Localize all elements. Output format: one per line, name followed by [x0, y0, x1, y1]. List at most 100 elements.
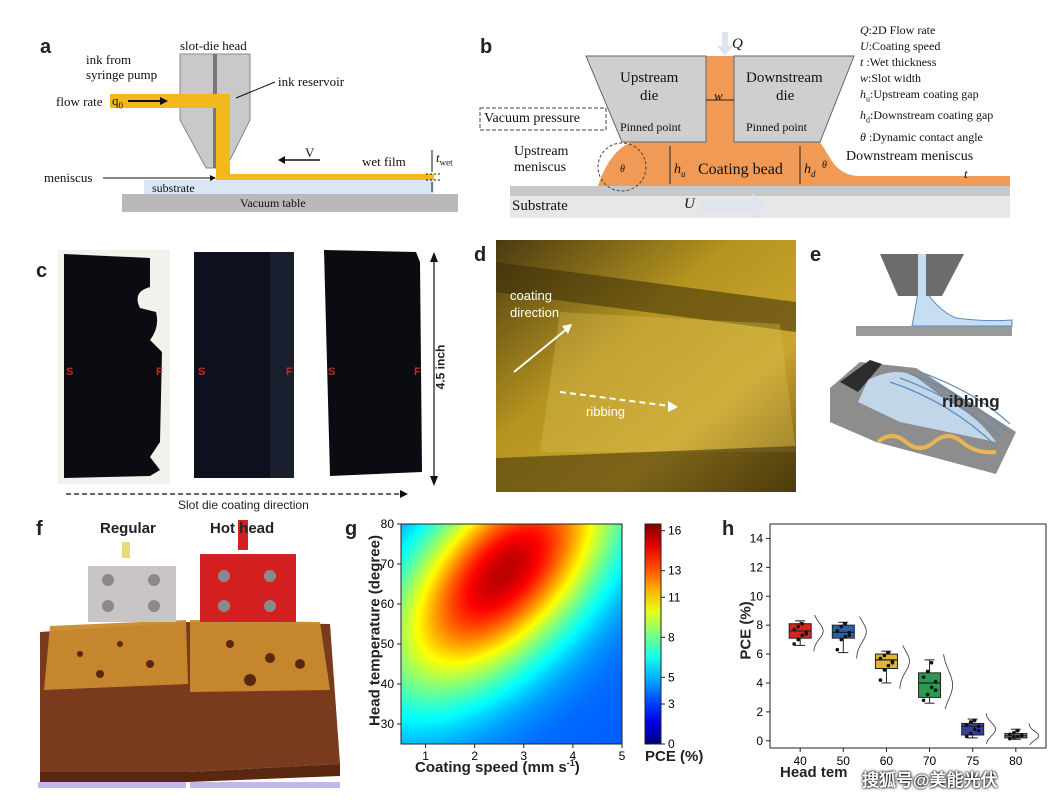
label-syringe-pump: syringe pump: [86, 67, 158, 82]
boxplot-density: [856, 616, 867, 659]
boxplot-point: [882, 668, 887, 672]
coating-bead: [598, 142, 1010, 186]
boxplot-ytick-label: 2: [756, 705, 763, 719]
boxplot-ytick-label: 14: [750, 531, 764, 545]
heatmap-xtick-label: 4: [570, 749, 577, 763]
substrate-layer: [144, 180, 434, 194]
boxplot-box: [918, 672, 942, 698]
boxplot-point: [1008, 736, 1012, 741]
heatmap-ylabel: Head temperature (degree): [366, 535, 384, 726]
legend-list: Q:2D Flow rate U:Coating speed t :Wet th…: [860, 22, 993, 145]
heatmap-ytick-label: 30: [381, 717, 395, 731]
label-Q: Q: [732, 36, 743, 52]
label-hu: hu: [674, 162, 686, 179]
boxplot-point: [800, 633, 804, 638]
boxplot-density: [1028, 723, 1040, 746]
boxplot-point: [796, 624, 800, 629]
colorbar-tick-label: 0: [668, 737, 675, 751]
ink-channel: [216, 100, 230, 180]
label-coating-direction-d-2: direction: [510, 305, 560, 320]
label-vacuum-table: Vacuum table: [240, 196, 306, 210]
panel-a: a slot-die head ink from syringe pump in…: [0, 0, 470, 225]
boxplot-density: [899, 645, 910, 689]
boxplot-ytick-label: 12: [750, 560, 764, 574]
colorbar-tick-label: 3: [668, 697, 675, 711]
boxplot-point: [843, 621, 848, 626]
substrate-bar: [510, 186, 1010, 196]
heatmap-xtick-label: 5: [619, 749, 626, 763]
boxplot-point: [835, 629, 840, 633]
label-theta-u: θ: [620, 164, 625, 175]
marker-s-1: S: [66, 366, 74, 378]
legend-item-3: w:Slot width: [860, 71, 922, 85]
heatmap-xtick-label: 1: [422, 749, 429, 763]
colorbar-label: PCE (%): [645, 748, 704, 765]
feed-slot: [706, 56, 734, 146]
label-upstream-die-1: Upstream: [620, 70, 679, 86]
boxplot-point: [839, 637, 844, 642]
panel-label-f: f: [36, 518, 43, 540]
label-coating-bead: Coating bead: [698, 161, 783, 178]
heatmap-xtick-label: 3: [520, 749, 527, 763]
boxplot-point: [1008, 732, 1012, 737]
marker-s-3: S: [328, 366, 336, 378]
boxplot-xlabel: Head tem: [780, 764, 848, 781]
colorbar-tick-label: 16: [668, 524, 682, 538]
boxplot-ytick-label: 0: [756, 734, 763, 748]
boxplot-point: [929, 685, 934, 690]
boxplot-point: [890, 660, 895, 665]
pce-boxplot: 0 2 4 6 8 10 12 14 40 50 60 70 75 80: [750, 523, 1047, 768]
label-substrate-b: Substrate: [512, 198, 568, 214]
heatmap-frame: [400, 523, 623, 745]
film-sample-3: [324, 250, 422, 476]
label-slot-width: w: [714, 88, 723, 103]
panel-label-b: b: [480, 36, 493, 58]
panel-label-d: d: [474, 244, 487, 266]
downstream-die: [733, 55, 855, 143]
label-hot-head: Hot head: [210, 520, 275, 537]
label-size: 4.5 inch: [433, 344, 448, 390]
label-downstream-die-1: Downstream: [746, 70, 823, 86]
label-speed-v: V: [305, 145, 315, 160]
boxplot-point: [972, 718, 977, 723]
boxplot-point: [972, 727, 977, 732]
heatmap-ytick-label: 60: [381, 597, 395, 611]
label-regular: Regular: [100, 520, 156, 537]
heatmap-ytick-label: 50: [381, 637, 395, 651]
panel-g: g 1 2 3 4 5 30 40 50 60 70 80 0 3 5 8 11 13 16 Coating sp…: [345, 510, 720, 800]
marker-f-1: F: [156, 366, 163, 378]
panel-label-a: a: [40, 36, 52, 58]
coated-film-photos: [58, 250, 438, 498]
boxplot-density: [813, 614, 824, 652]
panel-label-c: c: [36, 260, 48, 282]
panel-label-h: h: [722, 518, 735, 540]
label-upstream-meniscus-1: Upstream: [514, 144, 569, 159]
boxplot-point: [921, 698, 926, 703]
boxplot-point: [921, 675, 926, 679]
boxplot-frame: [769, 523, 1047, 749]
boxplot-xtick-label: 80: [1009, 754, 1023, 768]
legend-item-0: Q:2D Flow rate: [860, 23, 936, 37]
boxplot-point: [843, 634, 848, 639]
boxplot-point: [1012, 731, 1016, 735]
panel-d: d coating direction ribbing: [470, 232, 800, 502]
boxplot-point: [847, 633, 852, 638]
boxplot-xtick-label: 75: [966, 754, 980, 768]
label-ribbing-d: ribbing: [586, 404, 626, 419]
boxplot-point: [964, 723, 969, 727]
boxplot-point: [929, 660, 934, 665]
panel-e: e ribbing: [800, 232, 1059, 502]
hot-head-illustration: [38, 520, 340, 788]
boxplot-point: [1012, 735, 1016, 739]
label-slot-die-head: slot-die head: [180, 38, 247, 53]
label-pinned-point-right: Pinned point: [746, 120, 808, 134]
label-downstream-die-2: die: [776, 88, 795, 104]
boxplot-ylabel: PCE (%): [737, 601, 755, 660]
boxplot-ytick-label: 4: [756, 676, 763, 690]
label-q0: q0: [112, 93, 123, 111]
boxplot-xtick-label: 60: [880, 754, 894, 768]
upstream-die: [585, 55, 707, 143]
label-wet-film: wet film: [362, 154, 406, 169]
label-t: t: [964, 166, 968, 181]
colorbar-tick-label: 5: [668, 670, 675, 684]
